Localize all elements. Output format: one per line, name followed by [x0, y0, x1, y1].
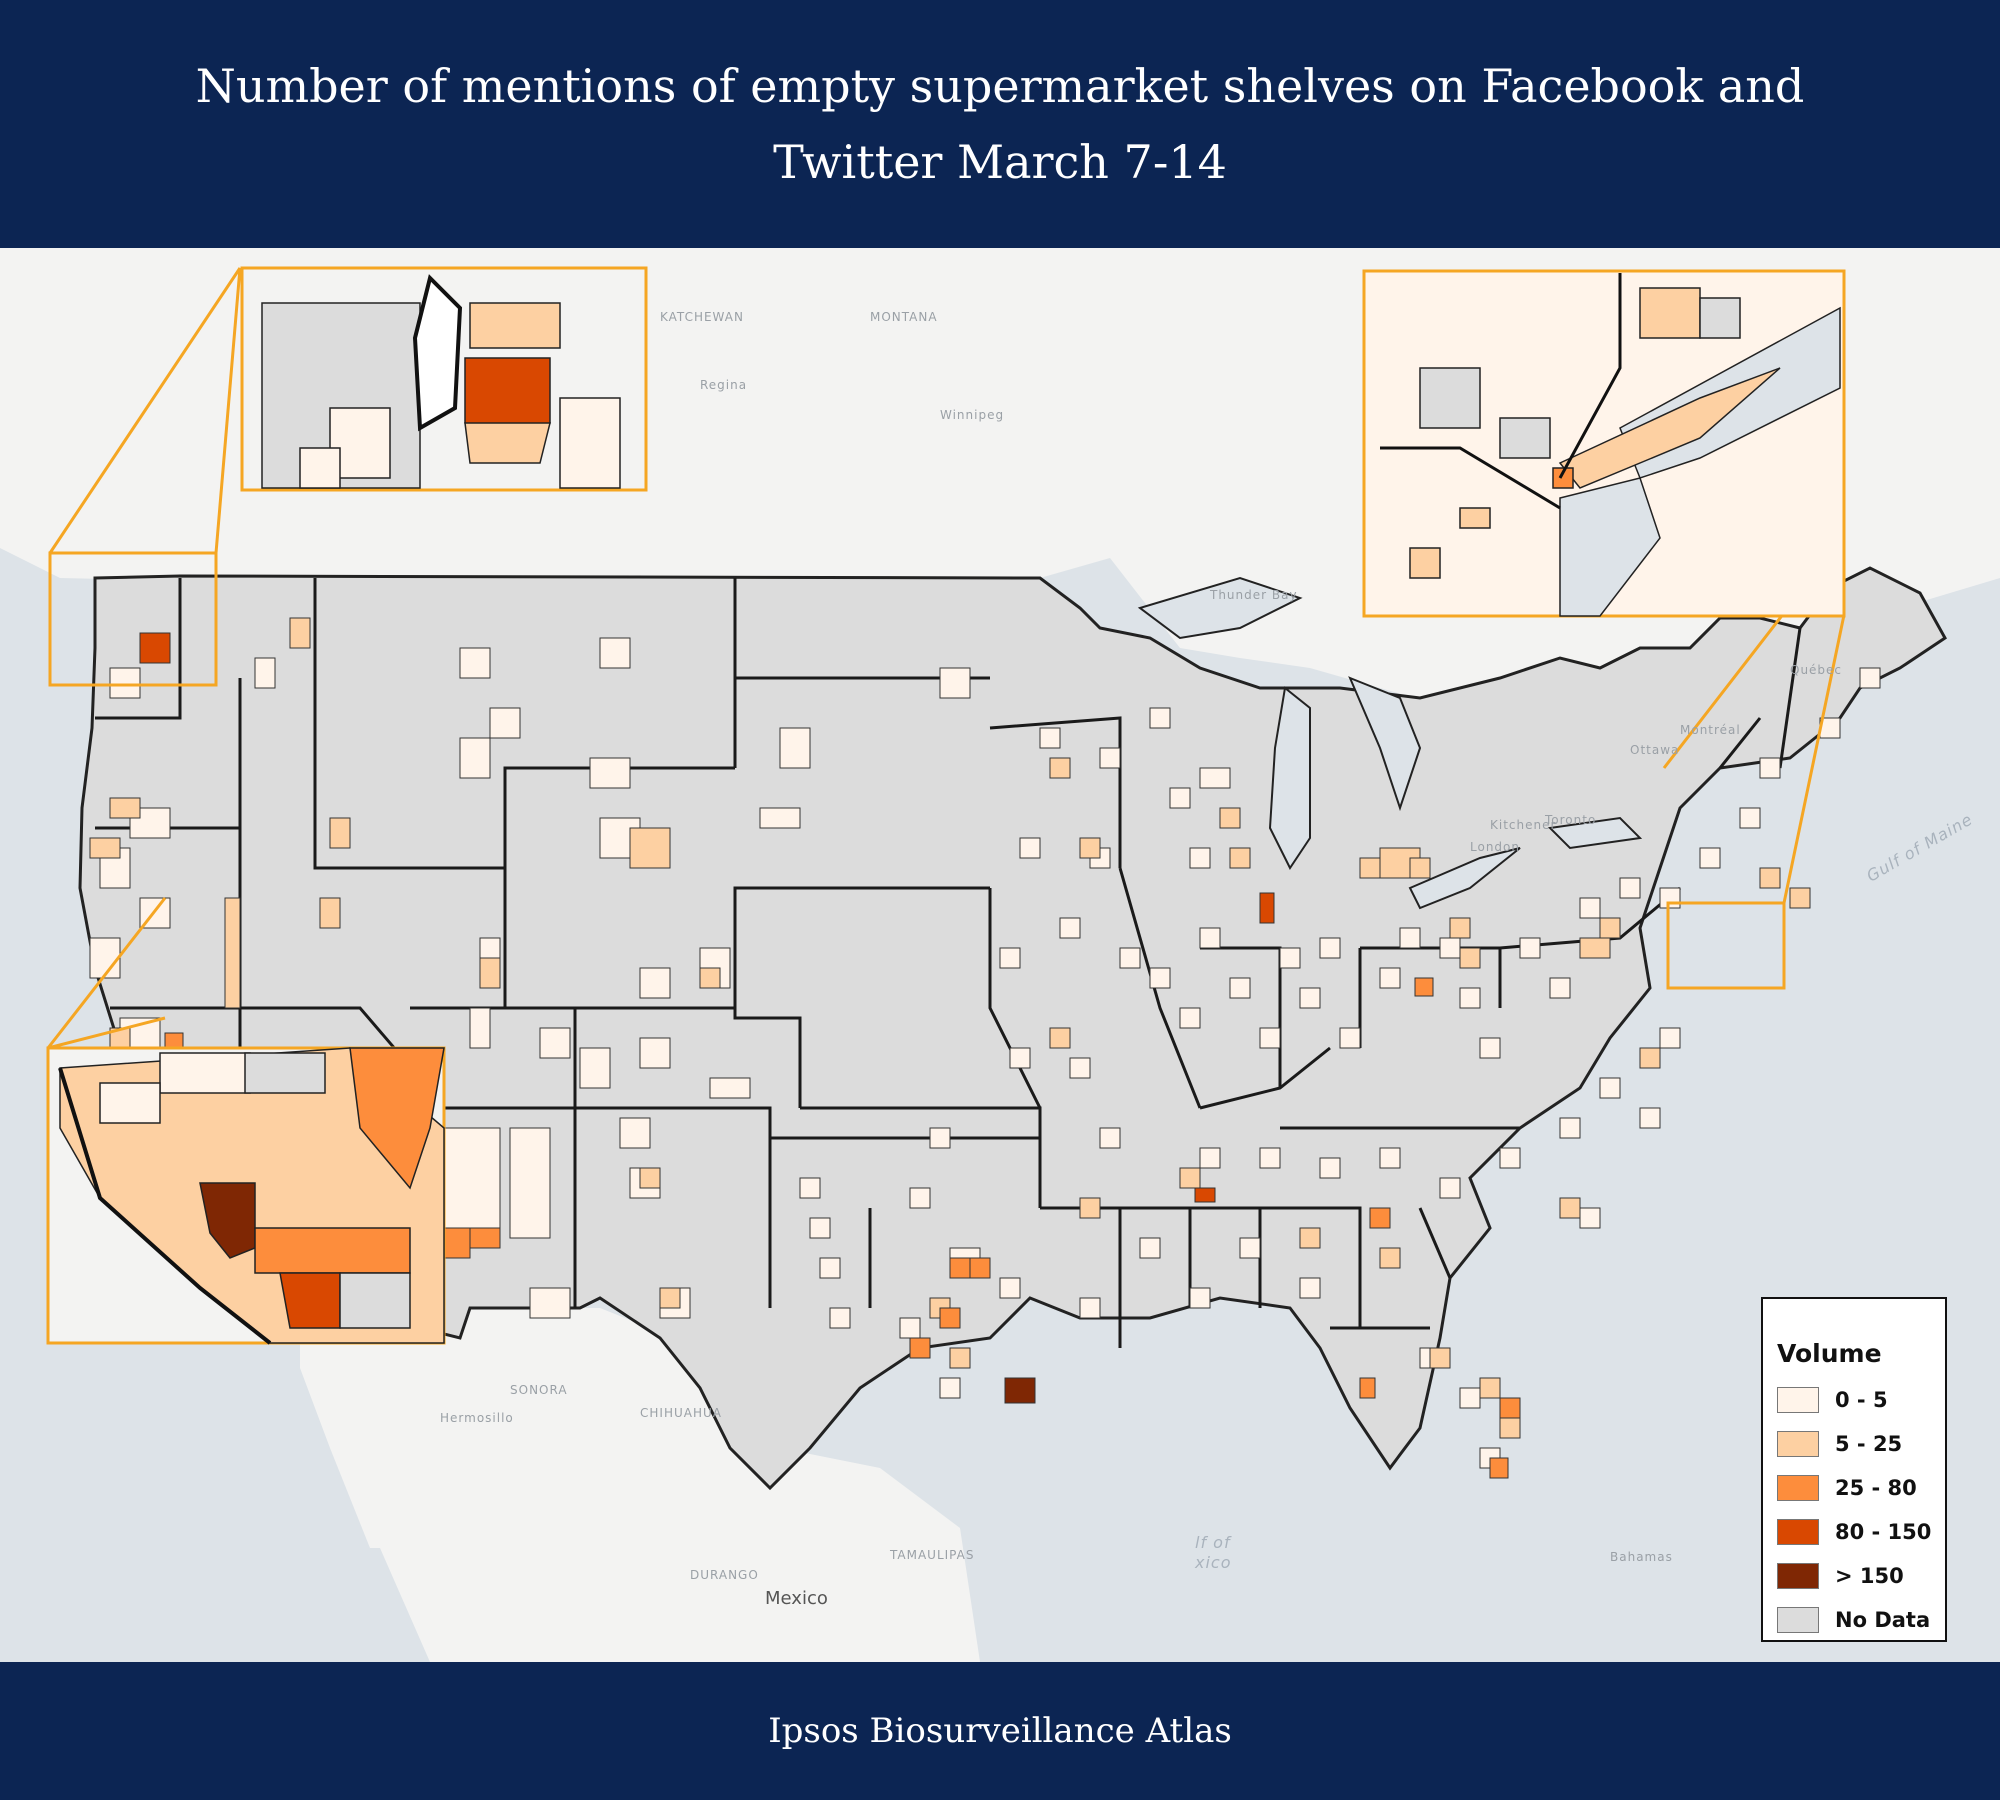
- label-mexico: Mexico: [765, 1588, 828, 1609]
- legend-item: 25 - 80: [1777, 1466, 1945, 1510]
- label-regina: Regina: [700, 378, 748, 392]
- legend-swatch: [1777, 1563, 1819, 1589]
- legend-item: No Data: [1777, 1598, 1945, 1642]
- label-sonora: SONORA: [510, 1383, 568, 1397]
- label-kitchener: Kitchener: [1490, 818, 1557, 832]
- label-montreal: Montréal: [1680, 723, 1741, 737]
- great-lakes: [1137, 576, 1643, 910]
- label-thunder-bay: Thunder Bay: [1210, 588, 1298, 602]
- legend-label: 25 - 80: [1835, 1476, 1917, 1500]
- legend: Volume 0 - 5 5 - 25 25 - 80 80 - 150 > 1…: [1761, 1297, 1947, 1642]
- legend-item: > 150: [1777, 1554, 1945, 1598]
- legend-swatch: [1777, 1387, 1819, 1413]
- legend-title: Volume: [1777, 1339, 1882, 1368]
- label-ottawa: Ottawa: [1630, 743, 1680, 757]
- legend-item: 5 - 25: [1777, 1422, 1945, 1466]
- label-gulf-partial2: xico: [1195, 1553, 1232, 1572]
- legend-label: No Data: [1835, 1608, 1931, 1632]
- footer-source: Ipsos Biosurveillance Atlas: [768, 1711, 1232, 1751]
- legend-label: 80 - 150: [1835, 1520, 1932, 1544]
- label-saskatchewan: KATCHEWAN: [660, 310, 744, 324]
- footer-banner: Ipsos Biosurveillance Atlas: [0, 1662, 2000, 1800]
- label-chihuahua: CHIHUAHUA: [640, 1406, 722, 1420]
- map-title: Number of mentions of empty supermarket …: [195, 59, 1805, 189]
- ny-zoom-box: [1666, 901, 1786, 990]
- label-gulf-partial: lf of: [1195, 1533, 1231, 1552]
- legend-swatch: [1777, 1607, 1819, 1633]
- legend-label: > 150: [1835, 1564, 1904, 1588]
- inset-washington: [240, 266, 648, 492]
- legend-item: 80 - 150: [1777, 1510, 1945, 1554]
- label-winnipeg: Winnipeg: [940, 408, 1005, 422]
- label-tamaulipas: TAMAULIPAS: [890, 1548, 975, 1562]
- legend-swatch: [1777, 1431, 1819, 1457]
- label-montana: MONTANA: [870, 310, 938, 324]
- legend-label: 0 - 5: [1835, 1388, 1888, 1412]
- mexico-land: [330, 1308, 980, 1662]
- label-durango: DURANGO: [690, 1568, 759, 1582]
- legend-label: 5 - 25: [1835, 1432, 1903, 1456]
- baja-land: [300, 1308, 400, 1548]
- label-toronto: Toronto: [1545, 813, 1597, 827]
- label-quebec: Québec: [1790, 663, 1843, 677]
- legend-item: 0 - 5: [1777, 1378, 1945, 1422]
- inset-new-york: [1362, 269, 1846, 618]
- label-hermosillo: Hermosillo: [440, 1411, 514, 1425]
- legend-swatch: [1777, 1475, 1819, 1501]
- label-london: London: [1470, 840, 1520, 854]
- map-area: MONTANA KATCHEWAN Regina Winnipeg Thunde…: [0, 248, 2000, 1662]
- header-banner: Number of mentions of empty supermarket …: [0, 0, 2000, 248]
- legend-swatch: [1777, 1519, 1819, 1545]
- label-bahamas: Bahamas: [1610, 1550, 1673, 1564]
- inset-connectors: [46, 267, 1846, 1050]
- wa-zoom-box: [48, 551, 218, 687]
- inset-california: [46, 1046, 446, 1345]
- choropleth-map: [0, 248, 2000, 1662]
